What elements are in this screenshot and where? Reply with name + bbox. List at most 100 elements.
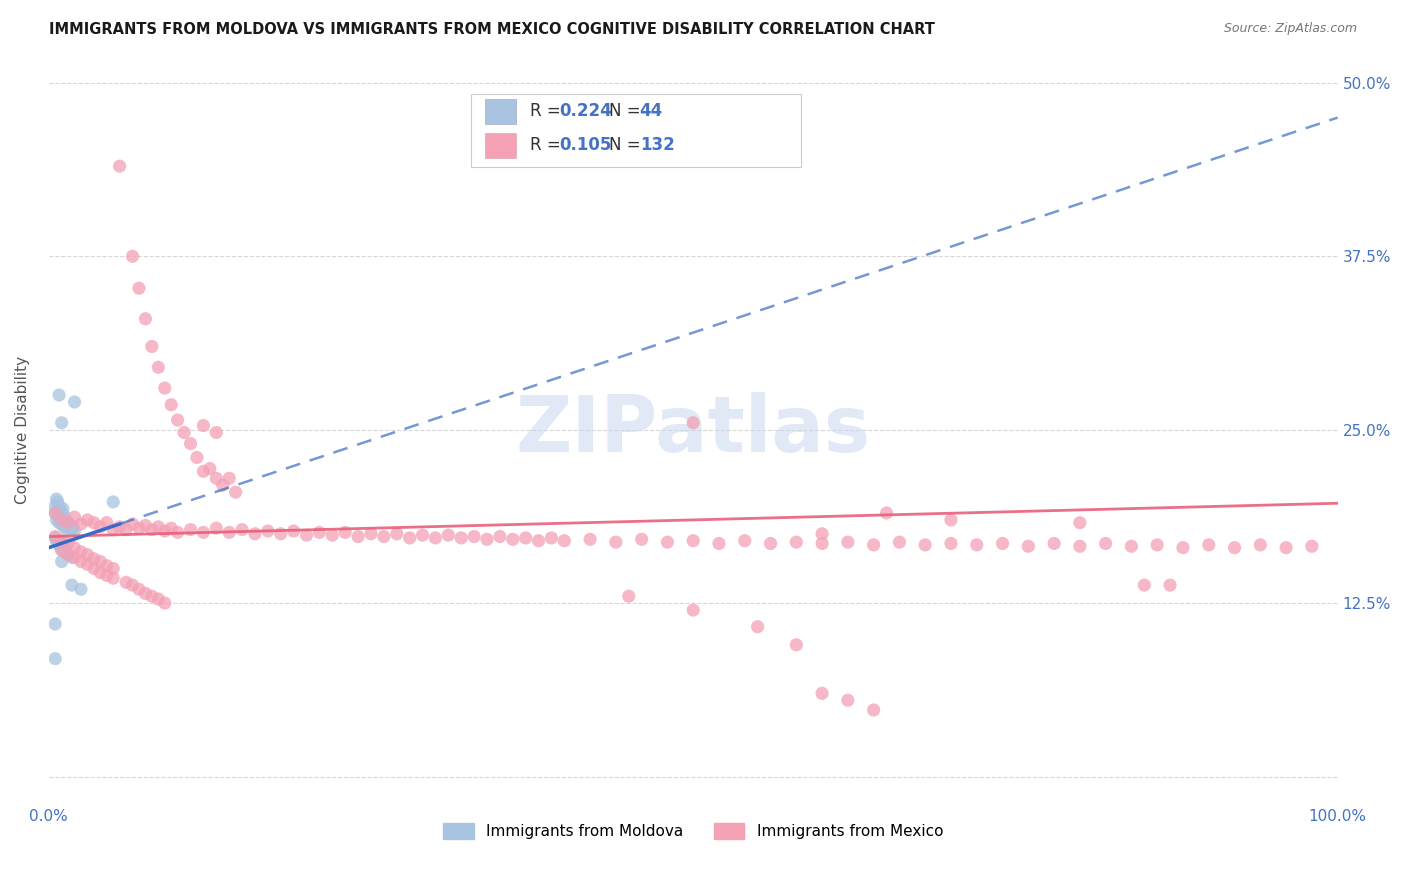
- Point: [55, 517, 77, 532]
- Point: [121, 249, 143, 263]
- Point: [48, 533, 70, 548]
- Point: [225, 485, 247, 500]
- Point: [62, 520, 84, 534]
- Point: [270, 526, 292, 541]
- Point: [1249, 538, 1271, 552]
- Point: [83, 516, 105, 530]
- Point: [991, 536, 1014, 550]
- Point: [148, 592, 170, 607]
- Point: [44, 506, 66, 520]
- Point: [70, 517, 93, 532]
- Point: [46, 536, 69, 550]
- Point: [121, 517, 143, 532]
- Point: [153, 596, 176, 610]
- Point: [134, 586, 156, 600]
- Text: 132: 132: [640, 136, 675, 154]
- Point: [60, 578, 83, 592]
- Point: [44, 651, 66, 665]
- Point: [148, 520, 170, 534]
- Point: [811, 686, 834, 700]
- Point: [682, 533, 704, 548]
- Point: [51, 513, 73, 527]
- Point: [939, 536, 962, 550]
- Text: N =: N =: [609, 103, 645, 120]
- Point: [148, 360, 170, 375]
- Point: [89, 566, 111, 580]
- Point: [45, 492, 67, 507]
- Point: [56, 548, 79, 562]
- Point: [108, 159, 131, 173]
- Point: [51, 416, 73, 430]
- Point: [52, 541, 75, 555]
- Point: [425, 531, 447, 545]
- Point: [44, 617, 66, 632]
- Point: [56, 548, 79, 562]
- Point: [160, 521, 183, 535]
- Point: [475, 533, 498, 547]
- Point: [657, 535, 679, 549]
- Point: [862, 538, 884, 552]
- Point: [889, 535, 911, 549]
- Point: [412, 528, 434, 542]
- Point: [1069, 516, 1091, 530]
- Point: [56, 523, 79, 537]
- Point: [89, 555, 111, 569]
- Text: 0.105: 0.105: [560, 136, 612, 154]
- Point: [515, 531, 537, 545]
- Point: [837, 535, 859, 549]
- Text: N =: N =: [609, 136, 645, 154]
- Point: [70, 545, 93, 559]
- Point: [373, 530, 395, 544]
- Point: [173, 425, 195, 440]
- Point: [193, 418, 215, 433]
- Point: [939, 513, 962, 527]
- Point: [53, 520, 76, 534]
- Point: [48, 388, 70, 402]
- Point: [463, 530, 485, 544]
- Point: [1223, 541, 1246, 555]
- Point: [128, 521, 150, 535]
- Point: [1275, 541, 1298, 555]
- Point: [44, 530, 66, 544]
- Point: [115, 523, 138, 537]
- Point: [553, 533, 575, 548]
- Point: [160, 398, 183, 412]
- Point: [747, 620, 769, 634]
- Point: [966, 538, 988, 552]
- Point: [63, 395, 86, 409]
- Point: [48, 499, 70, 513]
- Point: [811, 526, 834, 541]
- Point: [83, 551, 105, 566]
- Point: [682, 416, 704, 430]
- Point: [205, 425, 228, 440]
- Point: [103, 571, 125, 585]
- Point: [527, 533, 550, 548]
- Point: [1198, 538, 1220, 552]
- Point: [128, 281, 150, 295]
- Point: [44, 531, 66, 545]
- Point: [134, 311, 156, 326]
- Point: [218, 525, 240, 540]
- Point: [51, 536, 73, 550]
- Point: [76, 548, 98, 562]
- Point: [52, 501, 75, 516]
- Point: [914, 538, 936, 552]
- Text: 44: 44: [640, 103, 664, 120]
- Point: [257, 524, 280, 538]
- Point: [141, 589, 163, 603]
- Point: [198, 461, 221, 475]
- Text: R =: R =: [530, 136, 567, 154]
- Point: [103, 495, 125, 509]
- Point: [437, 528, 460, 542]
- Point: [141, 339, 163, 353]
- Point: [1121, 539, 1143, 553]
- Point: [59, 518, 82, 533]
- Point: [108, 520, 131, 534]
- Point: [630, 533, 652, 547]
- Point: [53, 508, 76, 523]
- Point: [308, 525, 330, 540]
- Point: [1171, 541, 1194, 555]
- Point: [134, 518, 156, 533]
- Point: [180, 523, 202, 537]
- Point: [347, 530, 370, 544]
